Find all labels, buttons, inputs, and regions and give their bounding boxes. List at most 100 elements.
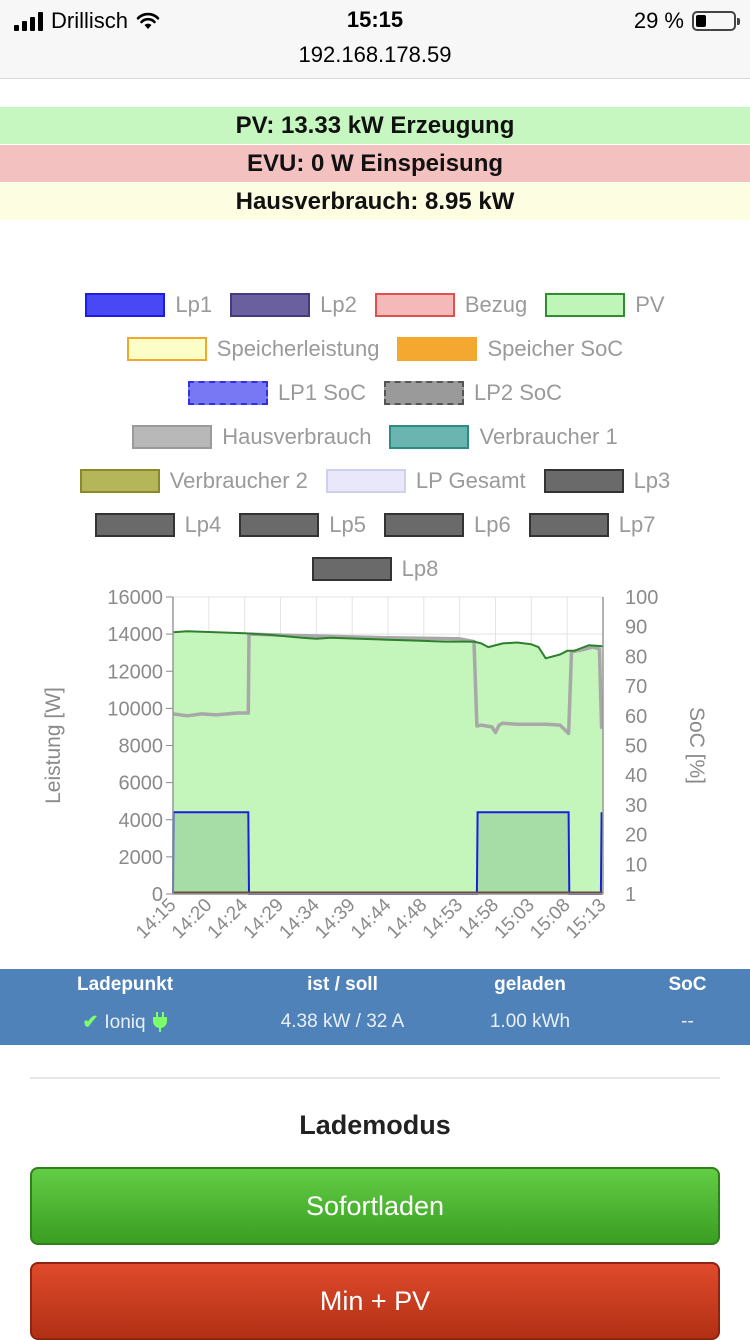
carrier-name: Drillisch: [51, 8, 128, 33]
legend-item-lp7[interactable]: Lp7: [528, 512, 655, 538]
legend-label: Lp3: [633, 468, 671, 493]
x-tick-label: 14:48: [383, 895, 431, 943]
legend-swatch: [545, 293, 626, 317]
series-line-pv: [172, 630, 604, 660]
legend-swatch: [374, 293, 455, 317]
legend-item-lp2[interactable]: Lp2: [230, 292, 357, 318]
legend-label: Hausverbrauch: [222, 424, 372, 449]
ladepunkt-name: Ioniq: [104, 1011, 146, 1033]
legend-swatch: [397, 337, 478, 361]
legend-swatch: [79, 469, 160, 493]
legend-swatch: [126, 337, 207, 361]
x-tick-label: 15:08: [526, 895, 574, 943]
header-geladen: geladen: [494, 974, 566, 995]
legend-item-lp5[interactable]: Lp5: [239, 512, 366, 538]
legend-item-hausverbrauch[interactable]: Hausverbrauch: [132, 424, 371, 450]
y-tick-label: 14000: [107, 624, 163, 646]
legend-item-lp1[interactable]: Lp1: [85, 292, 212, 318]
legend-label: Verbraucher 2: [169, 468, 308, 493]
legend-item-lp8[interactable]: Lp8: [311, 556, 439, 582]
legend-item-lp-gesamt[interactable]: LP Gesamt: [325, 468, 526, 494]
legend-swatch: [187, 381, 268, 405]
y-tick-label: 6000: [119, 773, 164, 795]
battery-icon: [692, 11, 740, 31]
legend-item-lp4[interactable]: Lp4: [94, 512, 222, 538]
header-ladepunkt: Ladepunkt: [76, 974, 174, 995]
evu-banner: EVU: 0 W Einspeisung: [0, 145, 750, 182]
y-tick-label: 4000: [119, 810, 164, 832]
table-header: Ladepunkt ist / soll geladen SoC: [0, 969, 750, 1001]
legend-label: Verbraucher 1: [479, 424, 618, 449]
chart-legend: Lp1 Lp2 Bezug PV Speicherleistung Speicher So…: [0, 283, 750, 591]
legend-swatch: [85, 293, 166, 317]
legend-item-lp6[interactable]: Lp6: [384, 512, 511, 538]
x-tick-label: 14:58: [455, 895, 503, 943]
y2-tick-label: 30: [625, 795, 647, 817]
x-tick-label: 14:39: [311, 895, 359, 943]
sofortladen-button[interactable]: Sofortladen: [30, 1167, 720, 1245]
pv-banner: PV: 13.33 kW Erzeugung: [0, 107, 750, 144]
y2-tick-label: 80: [625, 646, 647, 668]
legend-swatch: [543, 469, 624, 493]
legend-item-bezug[interactable]: Bezug: [374, 292, 527, 318]
legend-item-speicher-soc[interactable]: Speicher SoC: [397, 336, 623, 362]
legend-swatch: [132, 425, 213, 449]
legend-label: LP Gesamt: [415, 468, 526, 493]
legend-label: LP2 SoC: [474, 380, 563, 405]
hausverbrauch-banner: Hausverbrauch: 8.95 kW: [0, 183, 750, 220]
y-tick-label: 0: [152, 884, 163, 906]
carrier-area: Drillisch: [14, 8, 160, 34]
legend-row: Lp1 Lp2 Bezug PV: [0, 283, 750, 327]
header-ist-soll: ist / soll: [307, 974, 378, 995]
y2-tick-label: 60: [625, 706, 647, 728]
lademodus-title: Lademodus: [299, 1110, 451, 1140]
battery-area: 29 %: [633, 8, 740, 34]
legend-label: Lp5: [329, 512, 366, 537]
legend-item-speicherleistung[interactable]: Speicherleistung: [126, 336, 379, 362]
geladen-cell: 1.00 kWh: [489, 1011, 571, 1032]
legend-label: LP1 SoC: [277, 380, 366, 405]
wifi-icon: [136, 12, 160, 29]
legend-label: Lp4: [184, 512, 222, 537]
y2-tick-label: 70: [625, 676, 647, 698]
address-bar[interactable]: 192.168.178.59: [298, 42, 452, 67]
legend-item-verbraucher-2[interactable]: Verbraucher 2: [79, 468, 308, 494]
x-tick-label: 14:20: [168, 895, 216, 943]
x-tick-label: 14:44: [347, 894, 396, 943]
y2-tick-label: 50: [625, 736, 647, 758]
legend-label: Lp2: [320, 292, 357, 317]
legend-item-lp3[interactable]: Lp3: [543, 468, 671, 494]
legend-swatch: [384, 381, 464, 405]
legend-item-pv[interactable]: PV: [545, 292, 665, 318]
min-pv-button[interactable]: Min + PV: [30, 1262, 720, 1340]
ladepunkt-cell: ✔ Ioniq: [0, 1011, 250, 1034]
legend-swatch: [311, 557, 392, 581]
y2-tick-label: 10: [625, 854, 647, 876]
y2-axis-label: SoC [%]: [685, 707, 708, 784]
ist-soll-cell: 4.38 kW / 32 A: [280, 1011, 405, 1032]
legend-swatch: [230, 293, 311, 317]
legend-label: Speicher SoC: [487, 336, 624, 361]
y2-tick-label: 40: [625, 765, 647, 787]
x-tick-label: 14:34: [275, 894, 324, 943]
y-axis-label: Leistung [W]: [42, 687, 65, 804]
legend-item-lp1-soc[interactable]: LP1 SoC: [187, 380, 366, 406]
battery-percent: 29 %: [633, 8, 684, 33]
ladepunkt-table: Ladepunkt ist / soll geladen SoC ✔ Ioniq …: [0, 969, 750, 1045]
table-row[interactable]: ✔ Ioniq 4.38 kW / 32 A 1.00 kWh --: [0, 1001, 750, 1043]
divider: [30, 1077, 720, 1079]
legend-swatch: [528, 513, 609, 537]
y-tick-label: 10000: [107, 698, 163, 720]
x-tick-label: 14:53: [419, 895, 467, 943]
y2-tick-label: 20: [625, 825, 647, 847]
legend-row: Speicherleistung Speicher SoC: [0, 327, 750, 371]
legend-item-lp2-soc[interactable]: LP2 SoC: [384, 380, 562, 406]
legend-item-verbraucher-1[interactable]: Verbraucher 1: [389, 424, 618, 450]
legend-swatch: [94, 513, 175, 537]
x-tick-label: 15:03: [490, 895, 538, 943]
legend-label: Lp8: [401, 556, 439, 581]
y2-tick-label: 1: [625, 884, 636, 906]
series-area-lp1: [173, 812, 602, 894]
y2-tick-label: 100: [625, 587, 658, 609]
legend-label: PV: [635, 292, 665, 317]
